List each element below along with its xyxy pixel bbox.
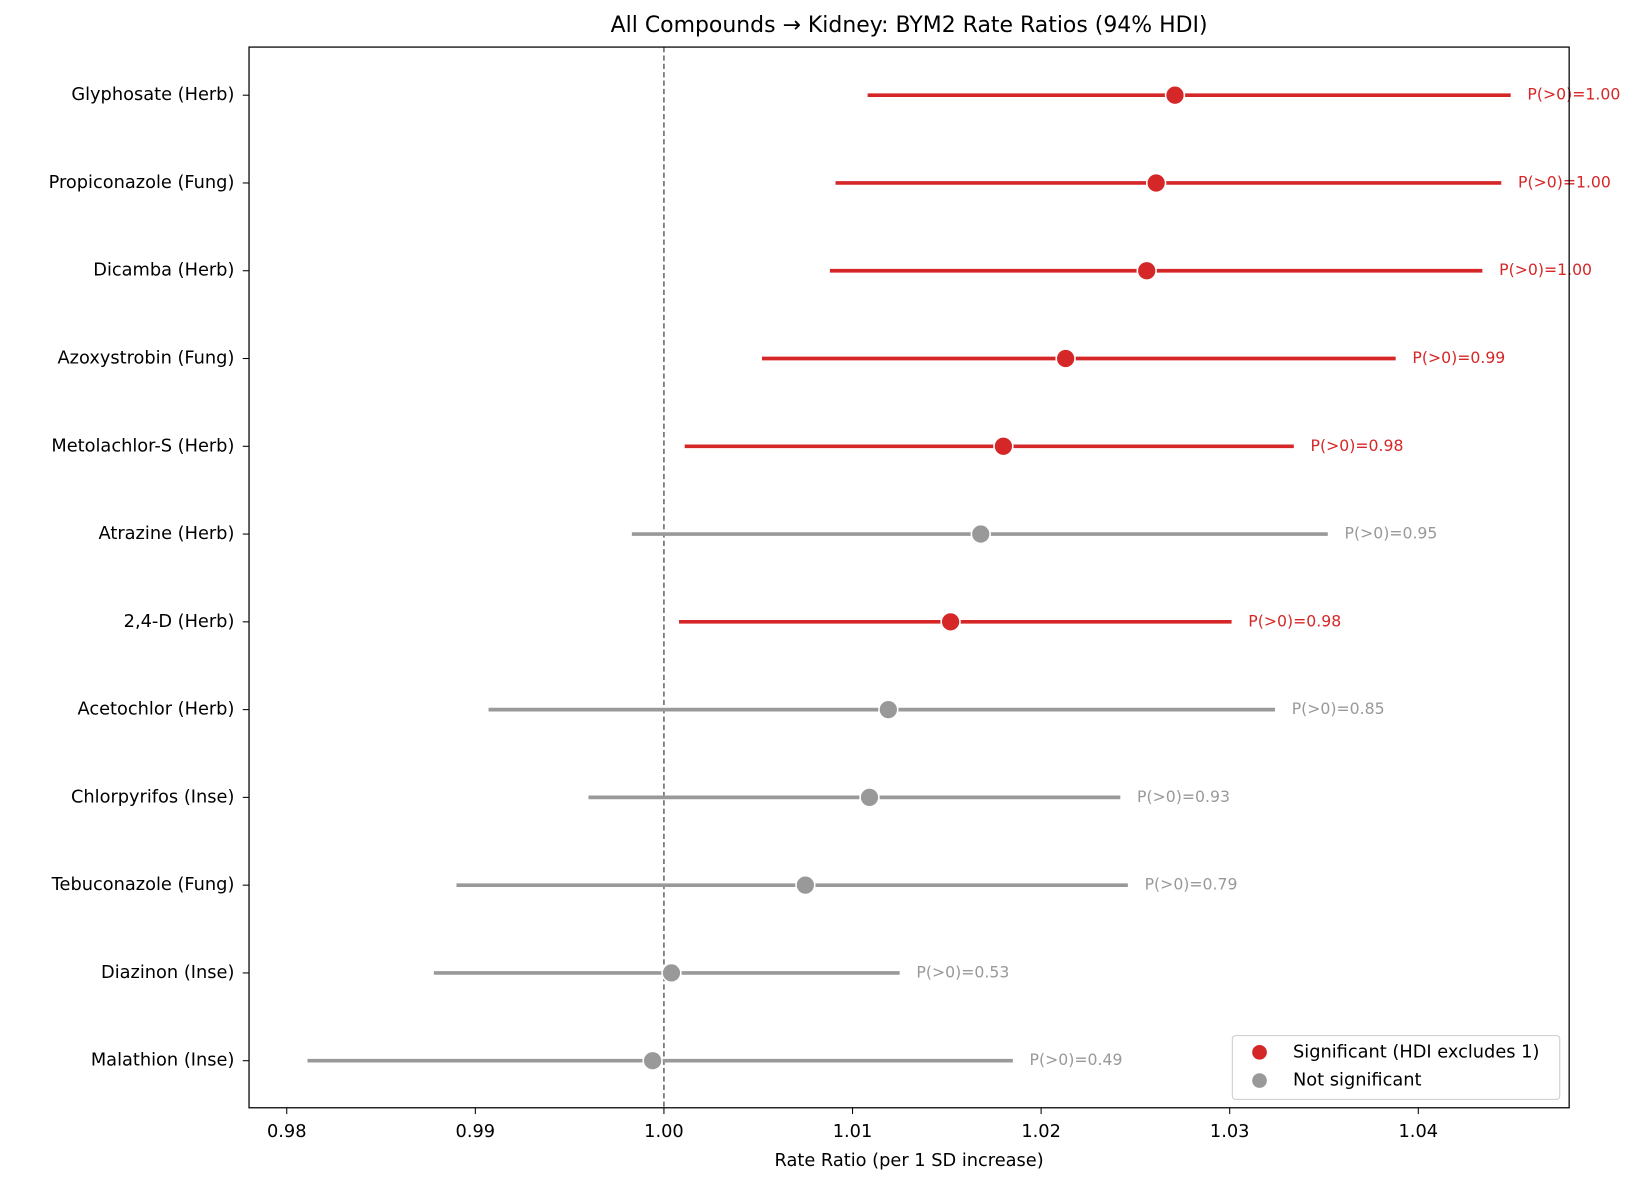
point-estimate xyxy=(940,611,961,633)
legend-label: Significant (HDI excludes 1) xyxy=(1293,1041,1539,1062)
point-estimate xyxy=(970,523,991,545)
annotation: P(>0)=0.98 xyxy=(1311,436,1404,455)
x-tick-label: 1.02 xyxy=(1021,1121,1061,1142)
y-tick-label: Tebuconazole (Fung) xyxy=(51,874,235,895)
y-tick-label: Metolachlor-S (Herb) xyxy=(51,435,234,456)
annotation: P(>0)=1.00 xyxy=(1518,172,1611,191)
annotation: P(>0)=1.00 xyxy=(1527,85,1620,104)
annotation: P(>0)=0.95 xyxy=(1345,524,1438,543)
y-tick-label: Chlorpyrifos (Inse) xyxy=(71,786,234,807)
point-estimate xyxy=(1055,348,1076,369)
legend-box xyxy=(1231,1035,1561,1100)
y-tick-label: Diazinon (Inse) xyxy=(101,962,234,983)
x-tick-label: 0.98 xyxy=(267,1121,307,1142)
annotation: P(>0)=0.53 xyxy=(916,962,1009,981)
annotation: P(>0)=0.99 xyxy=(1412,348,1505,367)
x-tick-label: 0.99 xyxy=(456,1121,496,1142)
point-estimate xyxy=(661,962,682,984)
legend-marker xyxy=(1252,1045,1267,1060)
plot-frame xyxy=(248,46,1570,1109)
y-tick-label: Dicamba (Herb) xyxy=(93,260,234,281)
x-tick-label: 1.00 xyxy=(644,1121,684,1142)
annotation: P(>0)=1.00 xyxy=(1499,260,1592,279)
annotation: P(>0)=0.93 xyxy=(1137,787,1230,806)
x-axis-label: Rate Ratio (per 1 SD increase) xyxy=(775,1150,1044,1171)
point-estimate xyxy=(1136,260,1157,281)
legend-marker xyxy=(1252,1073,1267,1088)
point-estimate xyxy=(642,1050,663,1071)
y-tick-label: Propiconazole (Fung) xyxy=(49,172,235,193)
x-tick-label: 1.03 xyxy=(1210,1121,1250,1142)
y-tick-label: Acetochlor (Herb) xyxy=(78,699,235,720)
legend-label: Not significant xyxy=(1293,1070,1422,1091)
point-estimate xyxy=(1145,172,1167,194)
chart-title: All Compounds → Kidney: BYM2 Rate Ratios… xyxy=(611,13,1208,38)
point-estimate xyxy=(795,874,816,896)
x-tick-label: 1.04 xyxy=(1399,1121,1439,1142)
point-estimate xyxy=(993,436,1014,457)
x-tick-label: 1.01 xyxy=(833,1121,873,1142)
point-estimate xyxy=(1164,84,1186,106)
y-tick-label: 2,4-D (Herb) xyxy=(124,611,235,632)
point-estimate xyxy=(859,787,880,808)
point-estimate xyxy=(878,699,899,720)
annotation: P(>0)=0.85 xyxy=(1292,699,1385,718)
annotation: P(>0)=0.79 xyxy=(1145,875,1238,894)
y-tick-label: Atrazine (Herb) xyxy=(99,523,235,544)
annotation: P(>0)=0.98 xyxy=(1248,611,1341,630)
y-tick-label: Malathion (Inse) xyxy=(91,1050,235,1071)
annotation: P(>0)=0.49 xyxy=(1030,1050,1123,1069)
y-tick-label: Glyphosate (Herb) xyxy=(71,84,234,105)
y-tick-label: Azoxystrobin (Fung) xyxy=(58,348,235,369)
